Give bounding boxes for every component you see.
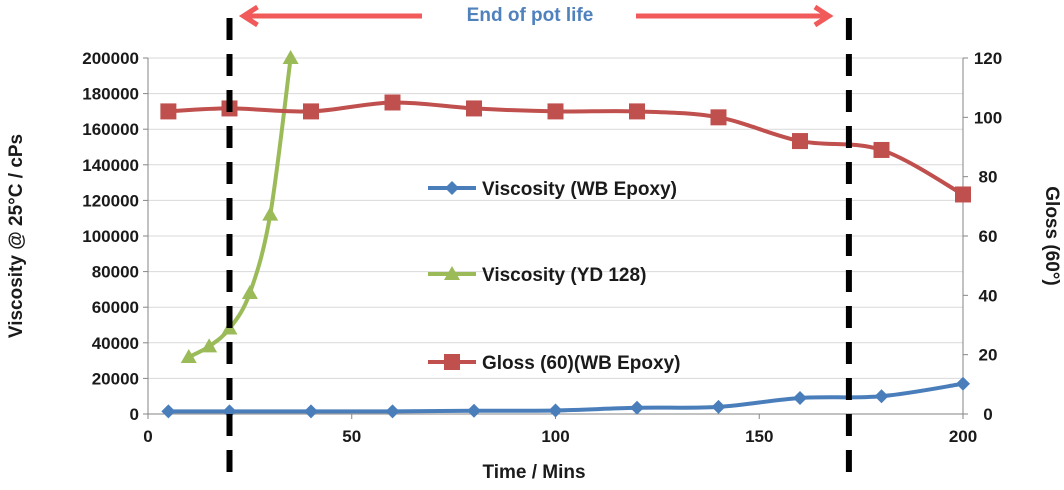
point-gloss bbox=[384, 94, 401, 111]
left-tick-label: 60000 bbox=[92, 298, 139, 317]
legend-item-gloss: Gloss (60)(WB Epoxy) bbox=[428, 353, 680, 374]
legend-label-yd128-viscosity: Viscosity (YD 128) bbox=[482, 265, 646, 286]
point-gloss bbox=[547, 103, 564, 120]
left-axis-ticks: 0 20000 40000 60000 80000 100000 120000 140000 1… bbox=[82, 49, 139, 424]
series-layer bbox=[160, 50, 971, 419]
right-tick-label: 80 bbox=[979, 168, 998, 187]
x-axis-title: Time / Mins bbox=[482, 462, 585, 483]
point-yd128-viscosity bbox=[262, 206, 279, 221]
point-gloss bbox=[466, 100, 482, 117]
series-line-yd128-viscosity bbox=[187, 57, 293, 359]
series-line-wb-viscosity bbox=[168, 381, 963, 414]
point-wb-viscosity bbox=[548, 403, 563, 418]
point-gloss bbox=[629, 103, 645, 120]
point-yd128-viscosity bbox=[241, 284, 258, 299]
point-wb-viscosity bbox=[956, 376, 970, 391]
point-wb-viscosity bbox=[161, 404, 176, 419]
x-tick-label: 150 bbox=[745, 427, 773, 446]
right-tick-label: 0 bbox=[983, 405, 992, 424]
right-tick-label: 20 bbox=[979, 346, 998, 365]
right-tick-label: 60 bbox=[979, 227, 998, 246]
right-tick-label: 40 bbox=[979, 286, 998, 305]
legend: Viscosity (WB Epoxy) Viscosity (YD 128) … bbox=[428, 179, 680, 374]
left-tick-label: 80000 bbox=[92, 263, 139, 282]
gridlines bbox=[148, 57, 963, 379]
legend-item-wb-viscosity: Viscosity (WB Epoxy) bbox=[428, 179, 677, 200]
x-tick-label: 0 bbox=[143, 427, 152, 446]
point-gloss bbox=[710, 109, 727, 126]
legend-label-wb-viscosity: Viscosity (WB Epoxy) bbox=[482, 179, 677, 200]
pot-life-arrows bbox=[238, 4, 834, 28]
pot-life-label: End of pot life bbox=[467, 5, 594, 26]
point-wb-viscosity bbox=[793, 390, 807, 405]
point-wb-viscosity bbox=[222, 404, 237, 419]
right-tick-label: 100 bbox=[974, 108, 1002, 127]
point-gloss bbox=[303, 103, 319, 120]
point-wb-viscosity bbox=[467, 403, 481, 418]
point-gloss bbox=[160, 103, 177, 120]
x-tick-label: 100 bbox=[541, 427, 569, 446]
left-tick-label: 20000 bbox=[92, 369, 139, 388]
point-yd128-viscosity bbox=[201, 338, 218, 353]
pot-life-arrow-right-head bbox=[813, 4, 834, 28]
point-wb-viscosity bbox=[874, 389, 889, 404]
pot-life-arrow-left-head bbox=[238, 4, 259, 28]
x-tick-label: 200 bbox=[949, 427, 977, 446]
left-tick-label: 100000 bbox=[82, 227, 139, 246]
series-gloss bbox=[160, 94, 971, 203]
right-tick-label: 120 bbox=[974, 49, 1002, 68]
right-axis-ticks: 0 20 40 60 80 100 120 bbox=[974, 49, 1002, 424]
left-tick-label: 0 bbox=[130, 405, 139, 424]
point-wb-viscosity bbox=[711, 399, 726, 414]
point-wb-viscosity bbox=[630, 400, 644, 415]
left-tick-label: 140000 bbox=[82, 156, 139, 175]
series-wb-viscosity bbox=[161, 376, 970, 419]
y-axis-left-title: Viscosity @ 25°C / cPs bbox=[6, 134, 27, 338]
point-gloss bbox=[873, 141, 890, 158]
x-axis-ticks: 0 50 100 150 200 bbox=[143, 427, 977, 446]
left-tick-label: 160000 bbox=[82, 120, 139, 139]
left-tick-label: 180000 bbox=[82, 85, 139, 104]
point-wb-viscosity bbox=[385, 404, 400, 419]
point-wb-viscosity bbox=[304, 404, 318, 419]
point-gloss bbox=[955, 186, 971, 203]
left-tick-label: 40000 bbox=[92, 334, 139, 353]
series-yd128-viscosity bbox=[180, 50, 299, 364]
left-tick-label: 120000 bbox=[82, 191, 139, 210]
legend-label-gloss: Gloss (60)(WB Epoxy) bbox=[482, 353, 680, 374]
point-gloss bbox=[792, 133, 808, 150]
y-axis-right-title: Gloss (60°) bbox=[1041, 186, 1062, 285]
x-tick-label: 50 bbox=[342, 427, 361, 446]
pot-life-lines bbox=[226, 18, 852, 476]
left-tick-label: 200000 bbox=[82, 49, 139, 68]
point-yd128-viscosity bbox=[180, 349, 197, 364]
legend-item-yd128-viscosity: Viscosity (YD 128) bbox=[428, 265, 646, 286]
point-yd128-viscosity bbox=[282, 50, 299, 64]
